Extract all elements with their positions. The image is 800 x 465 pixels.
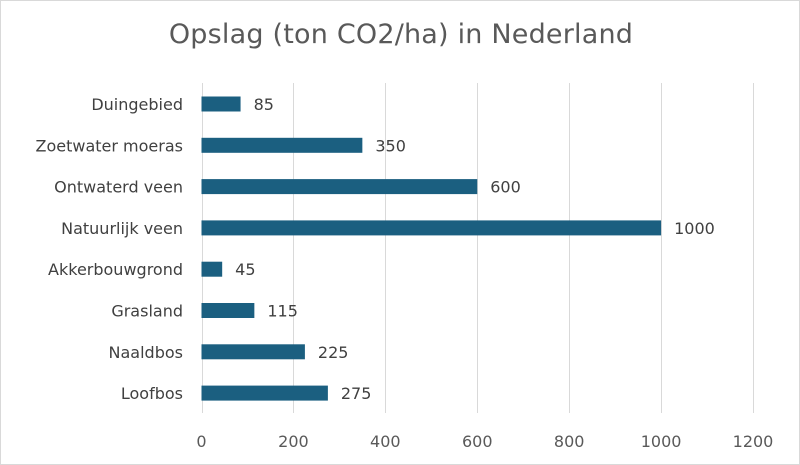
grid-layer xyxy=(202,83,754,413)
x-tick-label-400: 400 xyxy=(370,432,401,451)
bar-naaldbos xyxy=(201,344,305,360)
data-label-duingebied: 85 xyxy=(254,95,274,114)
x-tick-label-1200: 1200 xyxy=(733,432,774,451)
data-label-natuurlijk-veen: 1000 xyxy=(674,219,715,238)
category-label-natuurlijk-veen: Natuurlijk veen xyxy=(61,219,183,238)
bar-grasland xyxy=(201,303,255,318)
data-label-akkerbouwgrond: 45 xyxy=(235,260,255,279)
x-tick-label-0: 0 xyxy=(196,432,206,451)
data-labels: 85 350 600 1000 45 115 225 275 xyxy=(235,95,715,403)
category-label-grasland: Grasland xyxy=(111,302,183,321)
category-label-zoetwater-moeras: Zoetwater moeras xyxy=(36,136,183,155)
category-label-loofbos: Loofbos xyxy=(121,384,183,403)
x-tick-label-800: 800 xyxy=(554,432,585,451)
data-label-naaldbos: 225 xyxy=(318,343,349,362)
category-label-akkerbouwgrond: Akkerbouwgrond xyxy=(48,260,183,279)
x-tick-label-200: 200 xyxy=(278,432,309,451)
bar-duingebied xyxy=(201,96,241,112)
chart-title: Opslag (ton CO2/ha) in Nederland xyxy=(168,19,634,50)
category-label-duingebied: Duingebied xyxy=(91,95,183,114)
bar-loofbos xyxy=(201,385,328,401)
category-label-ontwaterd-veen: Ontwaterd veen xyxy=(54,178,183,197)
bar-natuurlijk-veen xyxy=(201,220,662,236)
bar-akkerbouwgrond xyxy=(201,261,223,277)
data-label-grasland: 115 xyxy=(267,302,298,321)
x-axis-tick-labels: 0 200 400 600 800 1000 1200 xyxy=(196,432,773,451)
data-label-zoetwater-moeras: 350 xyxy=(375,136,406,155)
category-labels: Duingebied Zoetwater moeras Ontwaterd veen… xyxy=(36,95,183,403)
data-label-ontwaterd-veen: 600 xyxy=(490,178,521,197)
x-tick-label-1000: 1000 xyxy=(641,432,682,451)
bar-zoetwater-moeras xyxy=(201,137,363,153)
data-label-loofbos: 275 xyxy=(341,384,372,403)
x-tick-label-600: 600 xyxy=(462,432,493,451)
category-label-naaldbos: Naaldbos xyxy=(109,343,183,362)
bar-layer xyxy=(201,96,662,401)
bar-ontwaterd-veen xyxy=(201,179,478,195)
